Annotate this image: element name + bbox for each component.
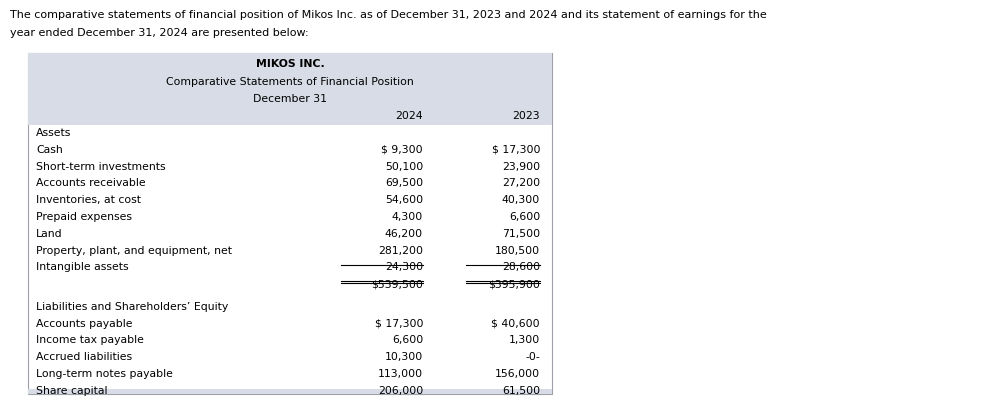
Text: 113,000: 113,000 xyxy=(377,369,423,379)
Text: 54,600: 54,600 xyxy=(385,195,423,205)
Text: $ 17,300: $ 17,300 xyxy=(491,145,540,155)
Text: Comparative Statements of Financial Position: Comparative Statements of Financial Posi… xyxy=(166,77,414,87)
Text: 156,000: 156,000 xyxy=(495,369,540,379)
Text: Accounts payable: Accounts payable xyxy=(36,319,132,329)
Text: $539,500: $539,500 xyxy=(371,279,423,289)
Text: 50,100: 50,100 xyxy=(384,162,423,172)
Text: 24,300: 24,300 xyxy=(385,262,423,272)
Bar xyxy=(28,53,552,394)
Text: 6,600: 6,600 xyxy=(392,336,423,346)
Text: 23,900: 23,900 xyxy=(502,162,540,172)
Text: December 31: December 31 xyxy=(253,94,327,104)
Text: 6,600: 6,600 xyxy=(509,212,540,222)
Text: $ 17,300: $ 17,300 xyxy=(374,319,423,329)
Text: 10,300: 10,300 xyxy=(384,352,423,362)
Text: $ 9,300: $ 9,300 xyxy=(381,145,423,155)
Text: Property, plant, and equipment, net: Property, plant, and equipment, net xyxy=(36,245,232,255)
Text: 206,000: 206,000 xyxy=(377,386,423,396)
Text: 27,200: 27,200 xyxy=(502,178,540,188)
Text: 180,500: 180,500 xyxy=(495,245,540,255)
Text: 69,500: 69,500 xyxy=(385,178,423,188)
Text: 4,300: 4,300 xyxy=(392,212,423,222)
Text: 71,500: 71,500 xyxy=(502,229,540,239)
Text: 46,200: 46,200 xyxy=(385,229,423,239)
Text: year ended December 31, 2024 are presented below:: year ended December 31, 2024 are present… xyxy=(10,28,308,38)
Text: Share capital: Share capital xyxy=(36,386,108,396)
Text: -0-: -0- xyxy=(526,352,540,362)
Text: 40,300: 40,300 xyxy=(502,195,540,205)
Text: 281,200: 281,200 xyxy=(378,245,423,255)
Text: 1,300: 1,300 xyxy=(509,336,540,346)
Text: 2024: 2024 xyxy=(395,111,423,120)
Text: Land: Land xyxy=(36,229,62,239)
Bar xyxy=(28,53,552,125)
Text: Cash: Cash xyxy=(36,145,63,155)
Text: Inventories, at cost: Inventories, at cost xyxy=(36,195,141,205)
Text: Short-term investments: Short-term investments xyxy=(36,162,166,172)
Text: Prepaid expenses: Prepaid expenses xyxy=(36,212,132,222)
Text: Accrued liabilities: Accrued liabilities xyxy=(36,352,132,362)
Text: 2023: 2023 xyxy=(513,111,540,120)
Text: Liabilities and Shareholders’ Equity: Liabilities and Shareholders’ Equity xyxy=(36,302,228,312)
Text: 61,500: 61,500 xyxy=(502,386,540,396)
Bar xyxy=(28,389,552,394)
Text: $395,900: $395,900 xyxy=(488,279,540,289)
Text: 28,600: 28,600 xyxy=(502,262,540,272)
Text: Assets: Assets xyxy=(36,128,71,138)
Text: Long-term notes payable: Long-term notes payable xyxy=(36,369,173,379)
Text: Intangible assets: Intangible assets xyxy=(36,262,128,272)
Text: $ 40,600: $ 40,600 xyxy=(491,319,540,329)
Text: Accounts receivable: Accounts receivable xyxy=(36,178,145,188)
Text: The comparative statements of financial position of Mikos Inc. as of December 31: The comparative statements of financial … xyxy=(10,10,767,20)
Text: MIKOS INC.: MIKOS INC. xyxy=(256,59,324,69)
Text: Income tax payable: Income tax payable xyxy=(36,336,144,346)
